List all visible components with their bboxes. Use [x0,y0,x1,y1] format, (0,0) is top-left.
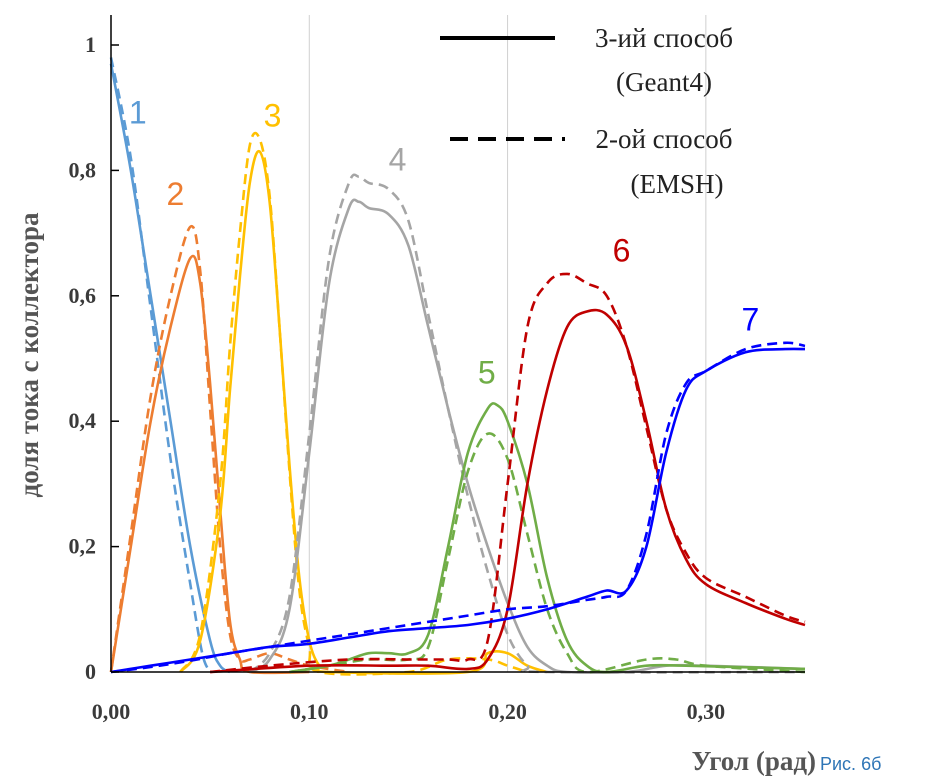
series-1-solid-line [109,63,231,674]
y-tick-label: 0,8 [69,157,97,182]
series-1-label: 1 [129,94,147,130]
y-axis-title: доля тока с коллектора [14,212,44,497]
y-tick-label: 1 [85,32,96,57]
figure-caption: Рис. 6б [820,754,881,774]
y-tick-label: 0 [85,659,96,684]
legend-dashed-label-line1: 2-ой способ [595,124,732,154]
series-6-dashed-line [209,272,806,674]
series-4-label: 4 [389,141,407,177]
series-5-dashed-line [289,432,806,674]
series-4-dashed-line [248,173,806,674]
legend: 3-ий способ (Geant4) 2-ой способ (EMSH) [440,23,733,199]
grid-layer [308,15,707,672]
series-1-dashed-line [109,57,212,673]
series-7-solid-line [110,347,806,674]
x-tick-label: 0,20 [488,699,527,724]
x-tick-label: 0,00 [92,699,131,724]
ticks-layer: 0 0,2 0,4 0,6 0,8 1 0,00 0,10 0,20 0,30 [69,32,726,724]
curve-labels: 1 2 3 4 5 6 7 [129,94,759,390]
y-tick-label: 0,6 [69,283,97,308]
y-tick-label: 0,2 [69,534,97,559]
x-axis-title: Угол (рад) [692,746,816,776]
series-2-solid-line [109,254,310,675]
y-tick-label: 0,4 [69,408,97,433]
x-tick-label: 0,10 [290,699,329,724]
series-5-label: 5 [478,355,496,391]
series-3-label: 3 [264,98,282,134]
legend-solid-label-line1: 3-ий способ [595,23,733,53]
series-4-solid-line [249,198,806,675]
legend-dashed-label-line2: (EMSH) [631,169,724,199]
series-3-dashed-line [179,131,528,676]
x-tick-label: 0,30 [687,699,726,724]
series-6-solid-line [210,308,806,674]
series-3-solid-line [179,149,548,675]
series-6-label: 6 [613,232,631,268]
series-7-label: 7 [742,301,760,337]
series-2-label: 2 [167,176,185,212]
legend-solid-label-line2: (Geant4) [616,67,712,97]
